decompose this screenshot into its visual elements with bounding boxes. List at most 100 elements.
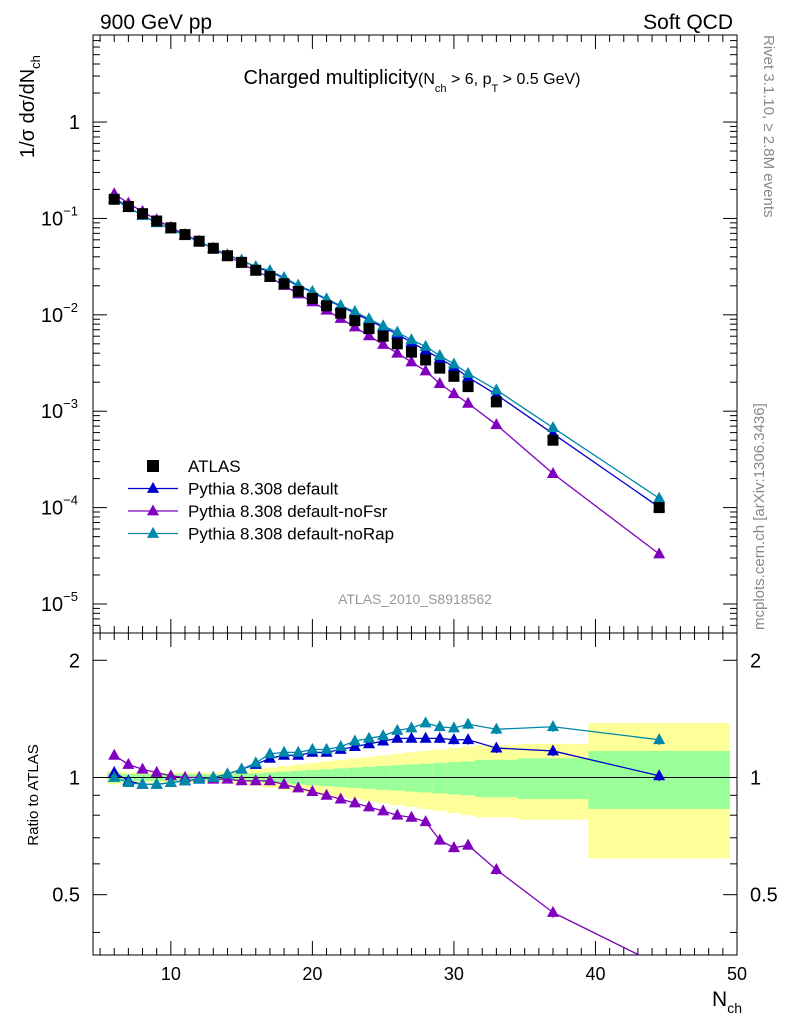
series-point-ratio	[136, 762, 149, 774]
series-point-ratio	[348, 734, 361, 746]
data-point	[165, 222, 177, 234]
y-tick-base: 10	[41, 401, 63, 423]
series-point-ratio	[546, 905, 560, 917]
data-point	[108, 193, 120, 205]
series-point-main	[419, 364, 432, 376]
series-point-main	[362, 329, 376, 341]
series-point-ratio	[263, 774, 276, 786]
series-point-ratio	[278, 777, 291, 789]
series-point-ratio	[462, 717, 475, 729]
series-point-ratio	[164, 769, 177, 781]
series-line-ratio	[496, 747, 554, 752]
data-point	[250, 264, 262, 276]
y-tick-base: 10	[41, 305, 63, 327]
legend-marker-2	[146, 526, 160, 538]
series-2	[108, 192, 666, 789]
series-point-ratio	[377, 804, 390, 816]
band-stat	[418, 763, 433, 793]
ratio-y-tick-label-left: 2	[69, 650, 80, 672]
series-point-main	[462, 366, 475, 378]
series-line-ratio	[467, 723, 497, 730]
series-point-ratio	[306, 784, 319, 796]
data-point	[122, 200, 134, 212]
series-line-ratio	[552, 726, 660, 741]
data-point	[193, 235, 205, 247]
y-tick-base: 10	[41, 208, 63, 230]
title-sub-1: ch	[435, 83, 447, 95]
series-point-main	[462, 396, 475, 408]
series-line-main	[113, 193, 660, 555]
series-point-ratio	[334, 792, 347, 804]
data-series	[108, 193, 665, 514]
legend-label-0: Pythia 8.308 default	[188, 480, 339, 499]
data-point	[462, 381, 474, 393]
data-point	[349, 315, 361, 327]
data-point	[179, 229, 191, 241]
data-point	[236, 256, 248, 268]
y-tick-exp: −3	[63, 396, 78, 411]
band-stat	[475, 759, 518, 798]
series-point-ratio	[391, 731, 404, 743]
series-point-main	[405, 333, 418, 345]
band-stat	[404, 764, 419, 792]
ratio-bands	[93, 723, 737, 859]
series-point-ratio	[263, 747, 276, 759]
series-point-ratio	[433, 731, 446, 743]
y-tick-label: 10−3	[41, 396, 78, 423]
title-sub-0: (N	[418, 71, 435, 88]
series-point-main	[334, 298, 347, 310]
series-point-ratio	[462, 838, 475, 850]
series-point-ratio	[653, 733, 666, 745]
series-point-main	[490, 383, 503, 395]
series-point-ratio	[433, 720, 446, 732]
y-tick-exp: −4	[63, 493, 78, 508]
data-point	[151, 215, 163, 227]
series-point-ratio	[334, 740, 347, 752]
series-point-ratio	[362, 800, 376, 812]
y-tick-base: 10	[41, 498, 63, 520]
data-point	[278, 278, 290, 290]
series-point-ratio	[377, 729, 390, 741]
data-point	[391, 338, 403, 350]
series-point-ratio	[178, 774, 192, 786]
series-point-ratio	[320, 742, 333, 754]
y-axis-label: 1/σ dσ/dNch	[17, 55, 43, 158]
series-point-main	[419, 339, 432, 351]
legend-marker-1	[146, 504, 160, 516]
data-point	[221, 250, 233, 262]
y-axis-label-main: 1/σ dσ/dN	[17, 69, 39, 158]
series-point-ratio	[462, 733, 475, 745]
x-tick-label: 30	[444, 964, 464, 984]
data-point	[448, 370, 460, 382]
x-tick-label: 40	[585, 964, 605, 984]
y-tick-exp: −5	[63, 589, 78, 604]
ratio-y-tick-label-right: 0.5	[750, 885, 778, 907]
y-tick-label: 10−4	[41, 493, 78, 520]
title-sub-2: > 6, p	[447, 71, 492, 88]
data-point	[490, 396, 502, 408]
series-line-ratio	[495, 869, 554, 914]
series-point-ratio	[207, 770, 220, 782]
legend-label-data: ATLAS	[188, 457, 241, 476]
series-point-main	[377, 337, 390, 349]
series-point-ratio	[249, 774, 262, 786]
series-point-ratio	[653, 769, 666, 781]
series-point-ratio	[249, 756, 262, 768]
series-point-main	[653, 491, 666, 503]
y-tick-exp: −2	[63, 300, 78, 315]
series-point-ratio	[136, 777, 149, 789]
y-tick-label: 10−2	[41, 300, 78, 327]
series-point-main	[546, 421, 560, 433]
data-point	[264, 270, 276, 282]
y-tick-base: 10	[41, 594, 63, 616]
series-point-ratio	[235, 774, 248, 786]
ratio-y-tick-label-right: 1	[750, 767, 761, 789]
band-stat	[446, 762, 461, 795]
series-point-ratio	[362, 731, 376, 743]
series-point-main	[447, 387, 460, 399]
series-point-main	[490, 418, 503, 430]
series-point-ratio	[447, 733, 460, 745]
x-tick-label: 50	[727, 964, 747, 984]
series-point-ratio	[108, 770, 121, 782]
